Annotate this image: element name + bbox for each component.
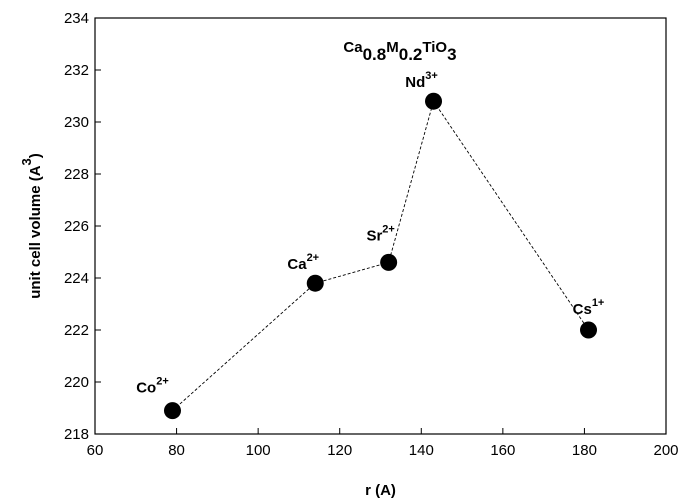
charge: 1+ <box>592 297 605 309</box>
x-tick-label: 60 <box>87 442 104 459</box>
point-label: Ca2+ <box>287 252 319 273</box>
ion: Co <box>136 380 156 397</box>
chart-title: Ca0.8M0.2TiO3 <box>343 39 456 64</box>
point-label: Nd3+ <box>405 70 438 91</box>
ion: Cs <box>573 301 592 318</box>
y-label-part: ) <box>27 153 44 158</box>
x-tick-label: 100 <box>246 442 271 459</box>
data-point <box>380 253 398 271</box>
ion: Nd <box>405 74 425 91</box>
y-tick-label: 218 <box>64 426 89 443</box>
y-tick-label: 222 <box>64 322 89 339</box>
y-label-part: unit cell volume (A <box>27 165 44 299</box>
y-label-part: 3 <box>19 158 34 165</box>
x-tick-label: 80 <box>168 442 185 459</box>
title-part: 3 <box>447 45 456 64</box>
data-line <box>172 100 589 411</box>
charge: 2+ <box>307 252 320 264</box>
x-tick-label: 120 <box>327 442 352 459</box>
x-tick-label: 200 <box>653 442 678 459</box>
title-part: 0.8 <box>363 45 387 64</box>
y-tick-label: 232 <box>64 62 89 79</box>
point-label: Co2+ <box>136 376 169 397</box>
point-label: Cs1+ <box>573 297 605 318</box>
plot-frame <box>94 17 667 435</box>
y-tick-label: 228 <box>64 166 89 183</box>
title-part: TiO <box>422 39 447 56</box>
data-point <box>163 402 181 420</box>
x-tick-label: 140 <box>409 442 434 459</box>
charge: 3+ <box>425 70 438 82</box>
data-point <box>306 274 324 292</box>
charge: 2+ <box>156 376 169 388</box>
y-tick-label: 220 <box>64 374 89 391</box>
x-tick-label: 180 <box>572 442 597 459</box>
title-part: Ca <box>343 39 363 56</box>
x-tick-label: 160 <box>490 442 515 459</box>
ion: Sr <box>366 227 382 244</box>
y-tick-label: 234 <box>64 10 89 27</box>
y-tick-label: 224 <box>64 270 89 287</box>
title-part: 0.2 <box>399 45 423 64</box>
data-point <box>425 92 443 110</box>
y-axis-label: unit cell volume (A3) <box>19 153 44 299</box>
point-label: Sr2+ <box>366 223 394 244</box>
data-point <box>580 321 598 339</box>
ion: Ca <box>287 256 307 273</box>
x-axis-label: r (A) <box>365 482 396 499</box>
title-part: M <box>386 39 399 56</box>
y-tick-label: 230 <box>64 114 89 131</box>
y-tick-label: 226 <box>64 218 89 235</box>
charge: 2+ <box>382 223 395 235</box>
